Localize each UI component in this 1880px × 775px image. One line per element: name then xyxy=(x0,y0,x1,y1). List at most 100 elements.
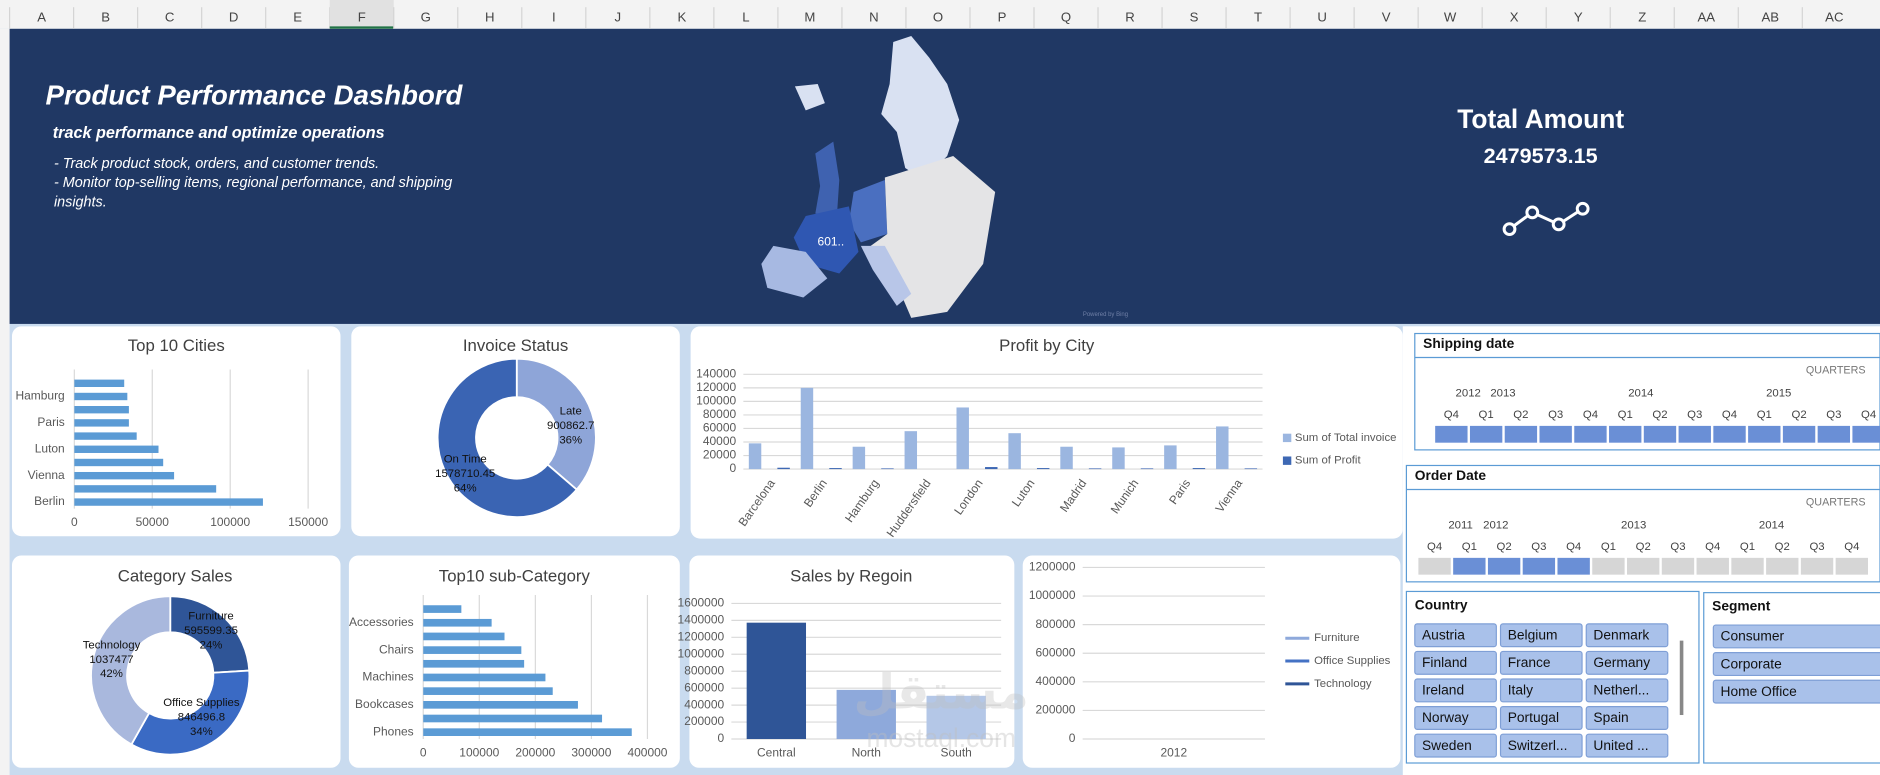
slicer-button[interactable] xyxy=(1499,623,1583,648)
timeline-cell[interactable] xyxy=(1661,557,1695,575)
x-tick-label: 0 xyxy=(420,746,427,760)
watermark: مستقل xyxy=(854,666,1029,719)
legend-label: Office Supplies xyxy=(1314,655,1391,667)
data-label: 42% xyxy=(100,668,123,680)
bar xyxy=(423,700,578,709)
slicer-button[interactable] xyxy=(1414,706,1497,731)
y-tick-label: 0 xyxy=(718,731,725,745)
bar xyxy=(777,467,790,470)
timeline-cell[interactable] xyxy=(1592,557,1625,575)
timeline-cell[interactable] xyxy=(1817,425,1851,443)
slicer-button[interactable] xyxy=(1499,678,1583,703)
x-tick-label: 100000 xyxy=(459,746,499,760)
column-header: V xyxy=(1382,9,1391,24)
slicer-button[interactable] xyxy=(1585,623,1669,648)
timeline-cell[interactable] xyxy=(1504,425,1538,443)
x-tick-label: 50000 xyxy=(136,515,170,529)
timeline-cell[interactable] xyxy=(1835,557,1869,575)
watermark: mostaql.com xyxy=(866,723,1015,753)
timeline-cell[interactable] xyxy=(1731,557,1764,575)
slicer-button[interactable] xyxy=(1414,678,1497,703)
slicer-button[interactable] xyxy=(1499,650,1583,675)
slicer-button[interactable] xyxy=(1712,679,1880,704)
slicer-button[interactable] xyxy=(1414,650,1497,675)
column-header: J xyxy=(615,9,622,24)
timeline-cell[interactable] xyxy=(1678,425,1711,443)
header: Product Performance Dashbord track perfo… xyxy=(46,79,463,210)
slicer-title: Country xyxy=(1415,597,1468,612)
map-region xyxy=(860,245,912,306)
timeline-cell[interactable] xyxy=(1696,557,1729,575)
bar xyxy=(881,468,894,470)
timeline-cell[interactable] xyxy=(1800,557,1834,575)
slicer xyxy=(1703,592,1880,764)
timeline-cell[interactable] xyxy=(1852,425,1880,443)
column-header: P xyxy=(998,9,1007,24)
column-header: Q xyxy=(1061,9,1071,24)
selected-column xyxy=(329,0,394,29)
bar xyxy=(423,618,492,627)
timeline-cell[interactable] xyxy=(1766,557,1799,575)
y-tick-label: 1000000 xyxy=(678,646,725,660)
slicer-button[interactable] xyxy=(1712,624,1880,649)
category-label: Luton xyxy=(35,441,65,455)
column-header: N xyxy=(869,9,879,24)
bar xyxy=(1164,445,1177,470)
bar xyxy=(423,714,603,723)
timeline-cell[interactable] xyxy=(1539,425,1572,443)
timeline-cell[interactable] xyxy=(1574,425,1607,443)
timeline-cell[interactable] xyxy=(1609,425,1642,443)
slicer-button[interactable] xyxy=(1414,733,1497,758)
bar xyxy=(800,387,814,470)
bar xyxy=(852,446,866,470)
chart-panel xyxy=(351,326,680,537)
slicer-button[interactable] xyxy=(1712,652,1880,677)
y-tick-label: 1000000 xyxy=(1029,588,1076,602)
timeline-cell[interactable] xyxy=(1418,557,1451,575)
timeline-cell[interactable] xyxy=(1469,425,1503,443)
timeline-cell[interactable] xyxy=(1748,425,1781,443)
slicer-item: Finland xyxy=(1422,655,1467,670)
y-tick-label: 1200000 xyxy=(678,630,725,644)
bar xyxy=(423,646,522,654)
timeline-cell[interactable] xyxy=(1522,557,1556,575)
slicer-button[interactable] xyxy=(1585,733,1669,758)
column-header: A xyxy=(37,9,46,24)
map-region xyxy=(848,179,888,243)
timeline-cell[interactable] xyxy=(1435,425,1468,443)
timeline-cell[interactable] xyxy=(1453,557,1486,575)
timeline-year: 2012 xyxy=(1456,388,1481,400)
map-label: 601.. xyxy=(818,235,845,249)
slicer-button[interactable] xyxy=(1585,706,1669,731)
slicer-button[interactable] xyxy=(1499,706,1583,731)
slicer-item: France xyxy=(1508,655,1551,670)
slicer-button[interactable] xyxy=(1585,650,1669,675)
slicer-item: Corporate xyxy=(1721,656,1783,671)
timeline-cell[interactable] xyxy=(1782,425,1816,443)
map-region xyxy=(815,141,840,216)
map-region xyxy=(761,245,828,298)
timeline-cell[interactable] xyxy=(1713,425,1746,443)
bar xyxy=(1008,433,1021,470)
column-header: W xyxy=(1444,9,1457,24)
timeline-quarter: Q4 xyxy=(1444,409,1459,421)
slicer-button[interactable] xyxy=(1585,678,1669,703)
bar xyxy=(423,659,525,668)
bar xyxy=(74,498,263,506)
slicer-item: Denmark xyxy=(1593,627,1649,642)
timeline-cell[interactable] xyxy=(1627,557,1660,575)
data-label: 36% xyxy=(559,434,582,446)
timeline-cell[interactable] xyxy=(1557,557,1590,575)
slicer-button[interactable] xyxy=(1499,733,1583,758)
column-header: Z xyxy=(1638,9,1646,24)
slicer-item: Sweden xyxy=(1422,738,1472,753)
timeline-quarter: Q4 xyxy=(1566,541,1581,553)
y-tick-label: 1400000 xyxy=(678,613,725,627)
bar xyxy=(423,605,462,613)
timeline-cell[interactable] xyxy=(1487,557,1521,575)
timeline-cell[interactable] xyxy=(1643,425,1677,443)
slicer-button[interactable] xyxy=(1414,623,1497,648)
bar xyxy=(829,468,842,470)
timeline-quarter: Q1 xyxy=(1479,409,1494,421)
x-tick-label: South xyxy=(941,746,972,760)
